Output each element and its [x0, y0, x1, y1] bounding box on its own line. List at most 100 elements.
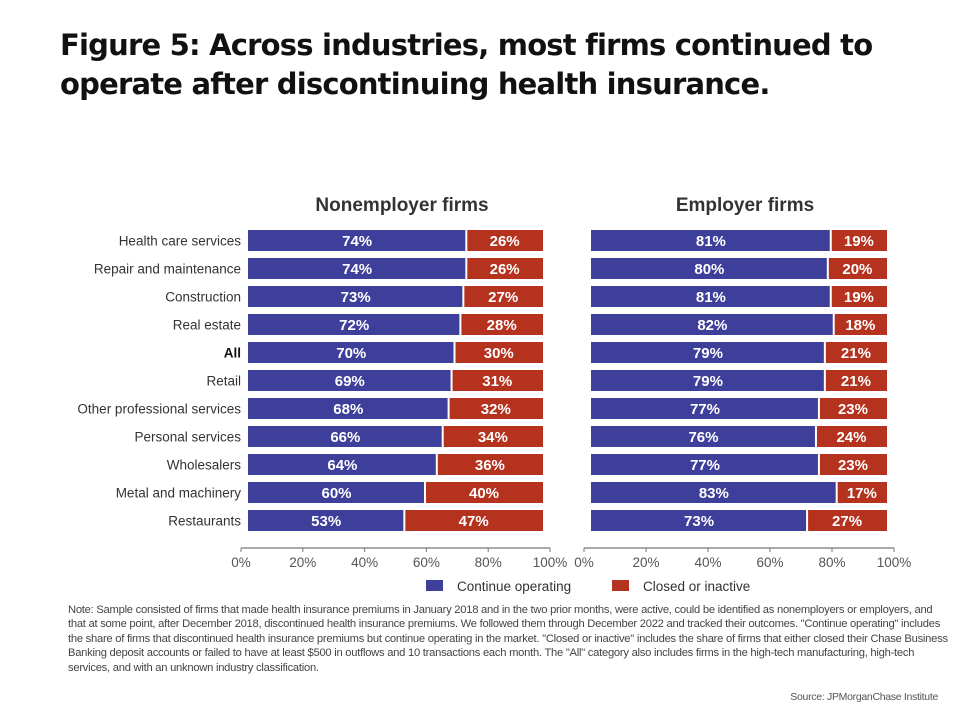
data-label-closed: 30% — [484, 345, 514, 362]
bar-closed-or-inactive — [426, 482, 543, 503]
x-tick-label: 100% — [533, 555, 568, 570]
bar-continue-operating — [591, 230, 830, 251]
bar-closed-or-inactive — [455, 342, 543, 363]
data-label-closed: 32% — [481, 401, 511, 418]
bar-closed-or-inactive — [452, 370, 543, 391]
bar-continue-operating — [248, 426, 442, 447]
data-label-closed: 18% — [845, 317, 875, 334]
x-tick-label: 80% — [818, 555, 845, 570]
data-label-closed: 19% — [844, 233, 874, 250]
figure-title: Figure 5: Across industries, most firms … — [60, 28, 873, 101]
data-label-continue: 53% — [311, 513, 341, 530]
data-label-continue: 76% — [688, 429, 718, 446]
bar-closed-or-inactive — [449, 398, 543, 419]
data-label-continue: 73% — [341, 289, 371, 306]
data-label-continue: 64% — [327, 457, 357, 474]
data-label-continue: 77% — [690, 457, 720, 474]
bar-closed-or-inactive — [831, 286, 887, 307]
bar-continue-operating — [248, 454, 436, 475]
x-tick-label: 0% — [574, 555, 594, 570]
legend-swatch-continue — [426, 580, 443, 591]
category-label: Personal services — [134, 430, 241, 445]
bar-continue-operating — [248, 230, 466, 251]
bar-continue-operating — [591, 482, 836, 503]
data-label-continue: 80% — [694, 261, 724, 278]
category-label: Restaurants — [168, 514, 241, 529]
bar-closed-or-inactive — [467, 258, 543, 279]
x-tick-label: 40% — [694, 555, 721, 570]
data-label-closed: 20% — [842, 261, 872, 278]
data-label-continue: 66% — [330, 429, 360, 446]
bar-continue-operating — [591, 398, 818, 419]
data-label-closed: 19% — [844, 289, 874, 306]
x-tick-label: 80% — [475, 555, 502, 570]
data-label-continue: 70% — [336, 345, 366, 362]
category-label: Repair and maintenance — [94, 262, 241, 277]
bar-closed-or-inactive — [819, 398, 887, 419]
bar-closed-or-inactive — [443, 426, 543, 447]
bar-continue-operating — [248, 342, 454, 363]
category-label: Health care services — [119, 234, 242, 249]
category-label: Wholesalers — [167, 458, 242, 473]
category-label: Metal and machinery — [116, 486, 242, 501]
x-tick-label: 20% — [289, 555, 316, 570]
stacked-bar-chart: Health care services Repair and maintenan… — [77, 195, 912, 594]
legend-swatch-closed — [612, 580, 629, 591]
x-tick-label: 100% — [877, 555, 912, 570]
bar-continue-operating — [248, 370, 451, 391]
bar-closed-or-inactive — [828, 258, 887, 279]
bar-closed-or-inactive — [831, 230, 887, 251]
data-label-closed: 23% — [838, 401, 868, 418]
bar-continue-operating — [591, 258, 827, 279]
bar-closed-or-inactive — [461, 314, 543, 335]
bar-closed-or-inactive — [825, 370, 887, 391]
data-label-continue: 69% — [335, 373, 365, 390]
data-label-continue: 68% — [333, 401, 363, 418]
data-label-continue: 72% — [339, 317, 369, 334]
bar-continue-operating — [591, 286, 830, 307]
data-label-continue: 81% — [696, 233, 726, 250]
panel-title: Employer firms — [676, 195, 814, 216]
x-tick-label: 60% — [756, 555, 783, 570]
data-label-closed: 31% — [482, 373, 512, 390]
bar-closed-or-inactive — [405, 510, 543, 531]
figure-note: Note: Sample consisted of firms that mad… — [68, 604, 948, 674]
bar-continue-operating — [591, 426, 815, 447]
bar-continue-operating — [248, 286, 463, 307]
data-label-closed: 36% — [475, 457, 505, 474]
bar-closed-or-inactive — [819, 454, 887, 475]
data-label-closed: 28% — [487, 317, 517, 334]
data-label-continue: 74% — [342, 233, 372, 250]
bar-continue-operating — [591, 370, 824, 391]
category-label: Retail — [206, 374, 241, 389]
x-tick-label: 60% — [413, 555, 440, 570]
bar-closed-or-inactive — [437, 454, 543, 475]
data-label-closed: 23% — [838, 457, 868, 474]
bar-closed-or-inactive — [808, 510, 887, 531]
data-label-continue: 74% — [342, 261, 372, 278]
bar-continue-operating — [591, 454, 818, 475]
category-label: All — [224, 346, 241, 361]
data-label-closed: 21% — [841, 345, 871, 362]
bar-closed-or-inactive — [464, 286, 543, 307]
figure-source: Source: JPMorganChase Institute — [790, 691, 938, 703]
data-label-continue: 81% — [696, 289, 726, 306]
legend-label-closed: Closed or inactive — [643, 579, 750, 594]
data-label-continue: 83% — [699, 485, 729, 502]
data-label-closed: 26% — [490, 261, 520, 278]
category-label: Real estate — [173, 318, 241, 333]
data-label-closed: 24% — [836, 429, 866, 446]
x-tick-label: 20% — [632, 555, 659, 570]
data-label-closed: 27% — [488, 289, 518, 306]
legend-label-continue: Continue operating — [457, 579, 571, 594]
data-label-continue: 60% — [321, 485, 351, 502]
data-label-continue: 82% — [697, 317, 727, 334]
bar-continue-operating — [591, 510, 807, 531]
category-label: Construction — [165, 290, 241, 305]
bar-closed-or-inactive — [467, 230, 543, 251]
data-label-closed: 21% — [841, 373, 871, 390]
bar-closed-or-inactive — [825, 342, 887, 363]
data-label-continue: 73% — [684, 513, 714, 530]
bar-closed-or-inactive — [837, 482, 887, 503]
data-label-closed: 27% — [832, 513, 862, 530]
